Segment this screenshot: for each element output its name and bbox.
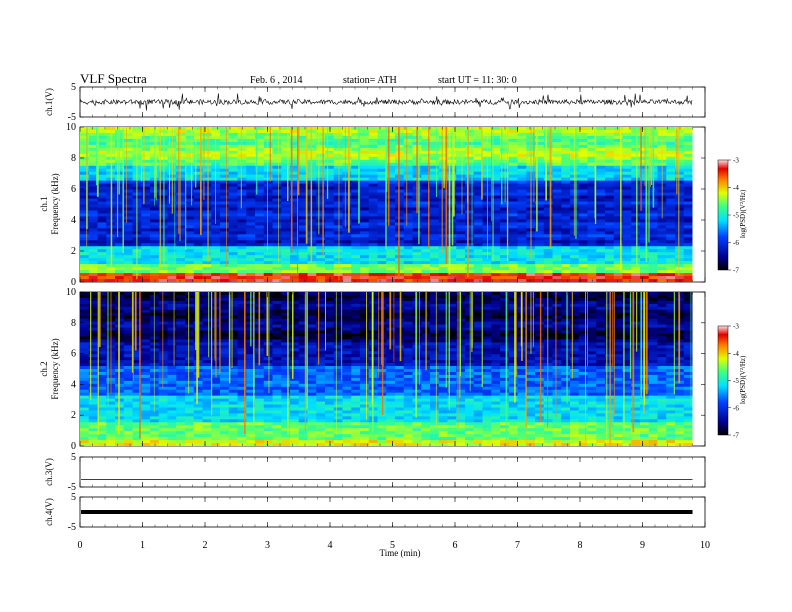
- chart-title: VLF Spectra: [80, 71, 147, 86]
- ch2-spectrogram-channel-label: ch.2: [39, 361, 49, 376]
- ch1-spectrogram-y-tick-label: 0: [71, 277, 76, 288]
- x-tick-label: 2: [203, 540, 208, 551]
- ch1-spectrogram-ylabel: Frequency (kHz): [50, 173, 60, 234]
- header-start-time: start UT = 11: 30: 0: [438, 75, 517, 86]
- ch2-spectrogram-y-tick-label: 0: [71, 441, 76, 452]
- ch1-spectrogram-y-tick-label: 8: [71, 153, 76, 164]
- ch1-colorbar-tick-label: -5: [733, 212, 739, 220]
- ch1-spectrogram-y-tick-label: 10: [66, 122, 76, 133]
- ch1-spectrogram-channel-label: ch.1: [39, 196, 49, 211]
- ch1-spectrogram-y-tick-label: 2: [71, 246, 76, 257]
- ch2-colorbar-tick-label: -4: [733, 350, 739, 358]
- x-tick-label: 8: [578, 540, 583, 551]
- ch1-waveform-trace: [79, 93, 693, 111]
- ch2-colorbar: [717, 325, 729, 436]
- x-tick-label: 9: [640, 540, 645, 551]
- ch1-spectrogram-y-tick-label: 6: [71, 184, 76, 195]
- ch2-spectrogram-y-tick-label: 10: [66, 287, 76, 298]
- ch1-colorbar: [717, 159, 729, 271]
- ch2-spectrogram-ylabel: Frequency (kHz): [50, 338, 60, 399]
- x-tick-label: 7: [515, 540, 520, 551]
- x-tick-label: 1: [140, 540, 145, 551]
- ch2-spectrogram-heatmap: [80, 292, 693, 446]
- ch2-spectrogram-y-tick-label: 6: [71, 349, 76, 360]
- ch2-colorbar-tick-label: -7: [733, 432, 739, 440]
- x-tick-label: 10: [700, 540, 710, 551]
- ch3-waveform-y-tick-label: 5: [71, 452, 76, 463]
- ch2-spectrogram-y-tick-label: 8: [71, 318, 76, 329]
- ch4-waveform-y-tick-label: -5: [68, 522, 76, 533]
- ch3-waveform-ylabel: ch.3(V): [44, 458, 54, 486]
- x-tick-label: 4: [328, 540, 333, 551]
- x-tick-label: 0: [78, 540, 83, 551]
- ch4-waveform-y-tick-label: 5: [71, 492, 76, 503]
- ch1-colorbar-tick-label: -4: [733, 184, 739, 192]
- ch1-colorbar-label: log(PSD)(V²/Hz): [739, 189, 747, 238]
- x-tick-label: 3: [265, 540, 270, 551]
- ch4-waveform-trace: [81, 510, 693, 514]
- ch2-spectrogram-y-tick-label: 2: [71, 410, 76, 421]
- x-axis-label: Time (min): [380, 548, 421, 558]
- header-station: station= ATH: [343, 75, 397, 86]
- x-tick-label: 6: [453, 540, 458, 551]
- ch1-waveform-ylabel: ch.1(V): [44, 88, 54, 116]
- x-tick-label: 5: [390, 540, 395, 551]
- ch1-spectrogram-y-tick-label: 4: [71, 215, 76, 226]
- ch1-colorbar-tick-label: -3: [733, 157, 739, 165]
- ch1-colorbar-tick-label: -7: [733, 267, 739, 275]
- ch1-waveform-y-tick-label: 5: [71, 82, 76, 93]
- ch1-spectrogram-heatmap: [80, 127, 693, 282]
- ch3-waveform-y-tick-label: -5: [68, 482, 76, 493]
- ch4-waveform-ylabel: ch.4(V): [44, 498, 54, 526]
- ch1-colorbar-tick-label: -6: [733, 239, 739, 247]
- ch1-waveform-y-tick-label: -5: [68, 112, 76, 123]
- ch2-colorbar-tick-label: -3: [733, 323, 739, 331]
- ch2-spectrogram-y-tick-label: 4: [71, 379, 76, 390]
- ch2-colorbar-tick-label: -5: [733, 377, 739, 385]
- header-date: Feb. 6 , 2014: [250, 75, 303, 86]
- ch2-colorbar-label: log(PSD)(V²/Hz): [739, 355, 747, 404]
- ch2-colorbar-tick-label: -6: [733, 404, 739, 412]
